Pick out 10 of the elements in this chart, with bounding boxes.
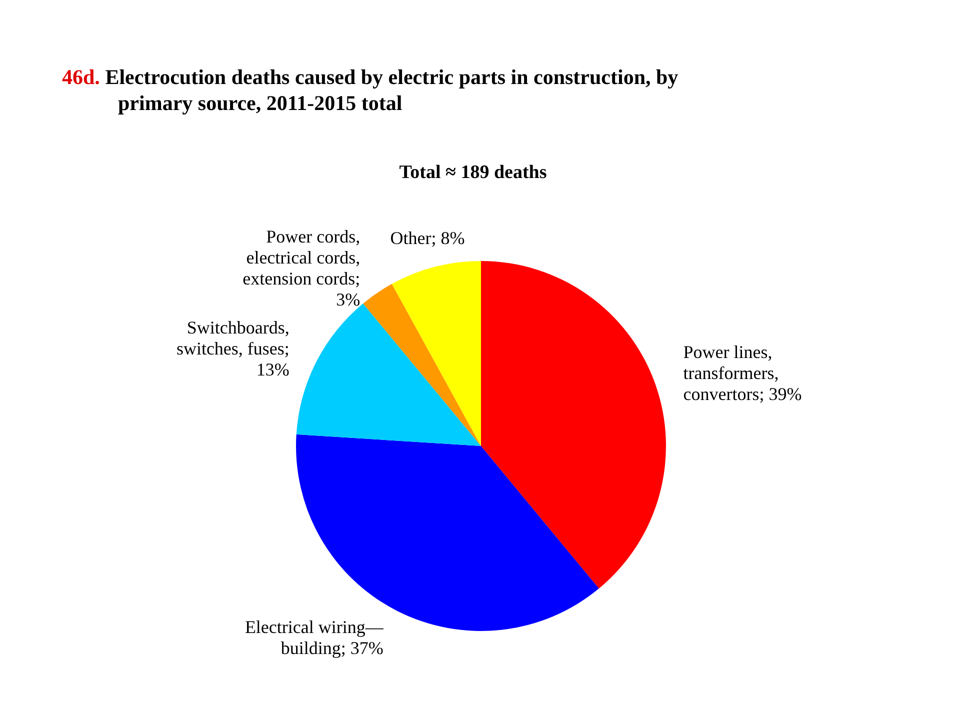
pie-slice <box>363 284 481 446</box>
chart-subtitle: Total ≈ 189 deaths <box>399 162 547 183</box>
pie-slice <box>481 261 666 589</box>
slice-label: Power lines, transformers, convertors; 39% <box>683 342 802 404</box>
pie-slice <box>392 261 481 446</box>
chart-title: 46d. Electrocution deaths caused by electric parts in construction, by primary source, 2011-2015 total <box>62 65 679 115</box>
slice-label: Switchboards, switches, fuses; 13% <box>176 317 290 380</box>
slice-label: Power cords, electrical cords, extension cords; 3% <box>242 226 360 310</box>
slice-label: Electrical wiring—building; 37% <box>244 617 384 658</box>
slice-label: Other; 8% <box>390 228 465 248</box>
